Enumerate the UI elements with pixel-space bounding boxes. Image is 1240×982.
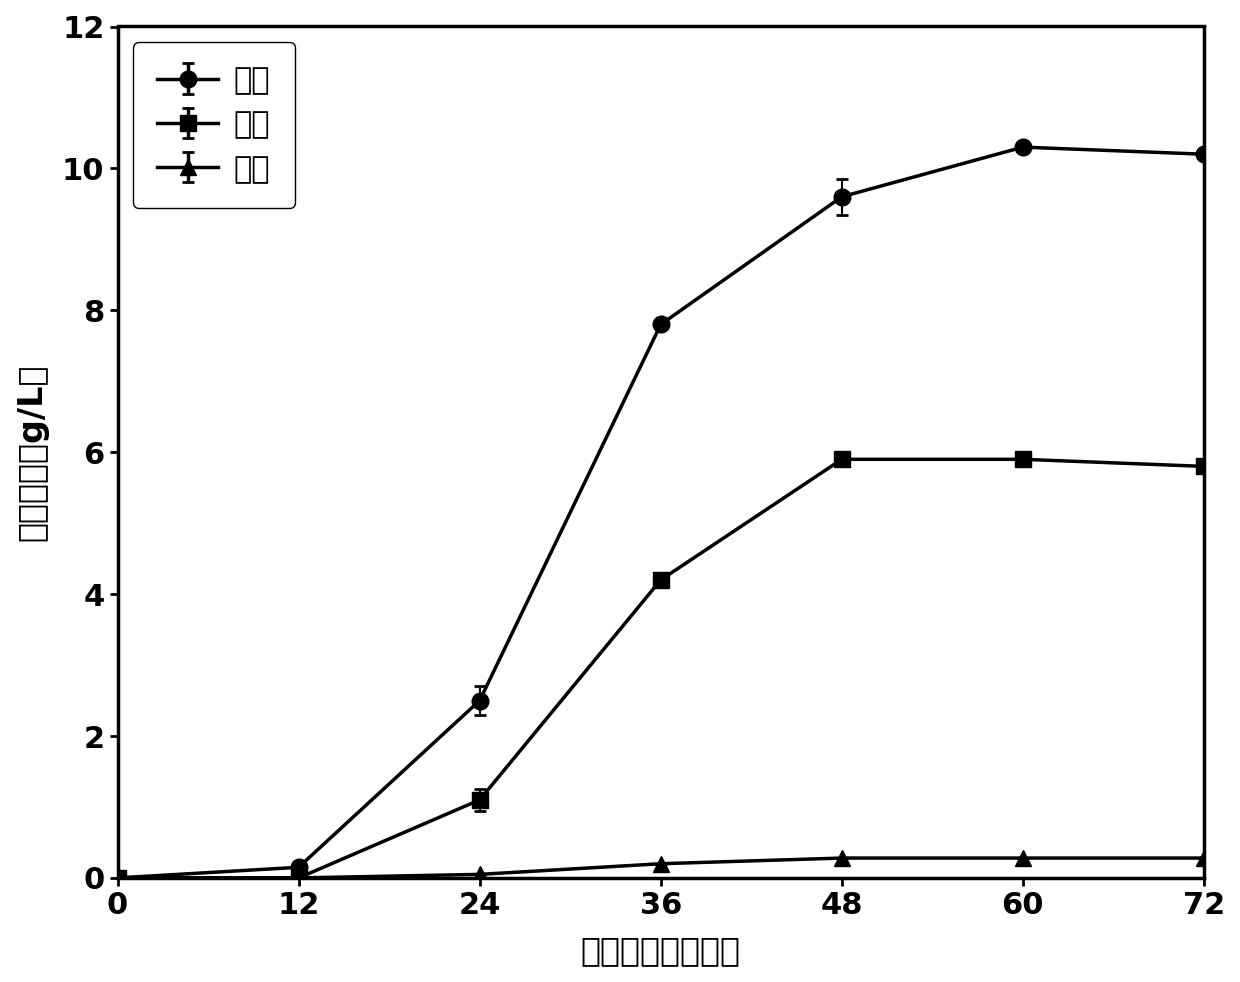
Y-axis label: 溢剂浓度（g/L）: 溢剂浓度（g/L） [15, 363, 48, 541]
X-axis label: 发酵时间（小时）: 发酵时间（小时） [580, 934, 740, 967]
Legend: 丁醇, 丙酩, 乙醇: 丁醇, 丙酩, 乙醇 [133, 42, 295, 208]
